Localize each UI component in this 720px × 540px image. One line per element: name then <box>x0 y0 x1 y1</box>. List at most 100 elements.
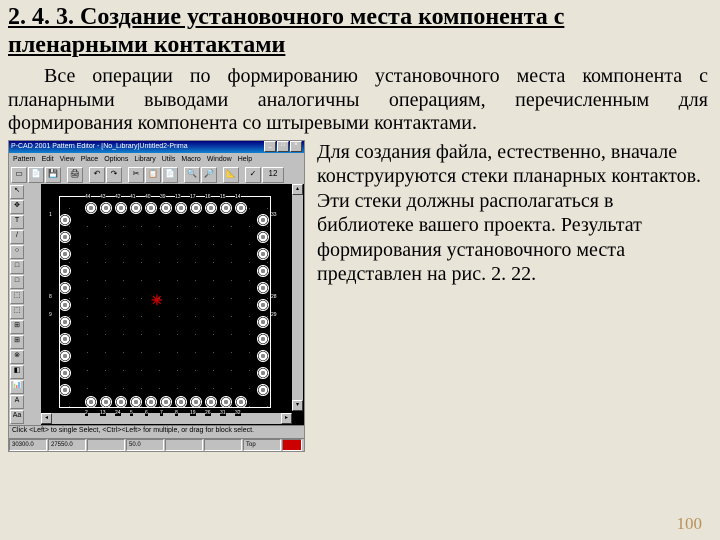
toolbar-btn-14[interactable]: 🔎 <box>201 167 217 183</box>
menu-view[interactable]: View <box>60 156 75 163</box>
status-box-4 <box>165 439 203 451</box>
pad[interactable] <box>257 384 269 396</box>
scrollbar-horizontal[interactable]: ◂ ▸ <box>41 413 292 424</box>
pad[interactable] <box>59 384 71 396</box>
menu-macro[interactable]: Macro <box>181 156 200 163</box>
pad[interactable] <box>59 316 71 328</box>
pad[interactable] <box>145 396 157 408</box>
pad[interactable] <box>160 396 172 408</box>
pad[interactable] <box>190 396 202 408</box>
pad[interactable] <box>145 202 157 214</box>
toolbar-btn-10[interactable]: 📋 <box>145 167 161 183</box>
pad[interactable] <box>130 396 142 408</box>
tool-7[interactable]: ⬚ <box>10 290 24 304</box>
pad[interactable] <box>160 202 172 214</box>
tool-12[interactable]: ◧ <box>10 365 24 379</box>
pad[interactable] <box>59 282 71 294</box>
canvas[interactable]: ▴ ▾ ◂ ▸ 44434241403913171615142132456781… <box>41 184 304 425</box>
close-icon[interactable]: × <box>290 141 302 152</box>
menu-options[interactable]: Options <box>104 156 128 163</box>
tool-15[interactable]: Aa <box>10 410 24 424</box>
toolbar-btn-15 <box>218 168 222 182</box>
toolbar-btn-11[interactable]: 📄 <box>162 167 178 183</box>
pad[interactable] <box>59 350 71 362</box>
pad[interactable] <box>257 333 269 345</box>
tool-1[interactable]: ✥ <box>10 200 24 214</box>
tool-10[interactable]: ⊞ <box>10 335 24 349</box>
pad[interactable] <box>257 350 269 362</box>
pad[interactable] <box>175 396 187 408</box>
tool-9[interactable]: ⊞ <box>10 320 24 334</box>
toolbar-btn-19[interactable]: 12 <box>262 167 284 183</box>
pad[interactable] <box>257 299 269 311</box>
toolbar-btn-6[interactable]: ↶ <box>89 167 105 183</box>
menu-window[interactable]: Window <box>207 156 232 163</box>
minimize-icon[interactable]: _ <box>264 141 276 152</box>
pad[interactable] <box>59 265 71 277</box>
pad[interactable] <box>257 316 269 328</box>
pad[interactable] <box>257 214 269 226</box>
pad[interactable] <box>205 202 217 214</box>
pad[interactable] <box>130 202 142 214</box>
menu-place[interactable]: Place <box>81 156 99 163</box>
pad[interactable] <box>257 248 269 260</box>
scrollbar-vertical[interactable]: ▴ ▾ <box>292 184 303 411</box>
pad[interactable] <box>190 202 202 214</box>
toolbar-btn-1[interactable]: 📄 <box>28 167 44 183</box>
menubar: Pattern Edit View Place Options Library Utils M… <box>9 153 304 166</box>
pad[interactable] <box>175 202 187 214</box>
tool-0[interactable]: ↖ <box>10 185 24 199</box>
pad[interactable] <box>115 396 127 408</box>
tool-11[interactable]: ⊗ <box>10 350 24 364</box>
toolbar-btn-13[interactable]: 🔍 <box>184 167 200 183</box>
tool-5[interactable]: □ <box>10 260 24 274</box>
menu-edit[interactable]: Edit <box>42 156 54 163</box>
pad[interactable] <box>59 231 71 243</box>
toolbar-btn-18[interactable]: ✓ <box>245 167 261 183</box>
pad[interactable] <box>115 202 127 214</box>
pad[interactable] <box>257 282 269 294</box>
toolbar-btn-4[interactable]: 🖨 <box>67 167 83 183</box>
menu-pattern[interactable]: Pattern <box>13 156 36 163</box>
toolbar-btn-16[interactable]: 📐 <box>223 167 239 183</box>
pad-label: 7 <box>160 410 163 416</box>
toolbar-btn-0[interactable]: ▭ <box>11 167 27 183</box>
tool-6[interactable]: □ <box>10 275 24 289</box>
tool-4[interactable]: ○ <box>10 245 24 259</box>
tool-13[interactable]: 📊 <box>10 380 24 394</box>
pad[interactable] <box>257 367 269 379</box>
status-color[interactable] <box>282 439 302 451</box>
pad[interactable] <box>59 367 71 379</box>
pad[interactable] <box>220 396 232 408</box>
pad[interactable] <box>85 396 97 408</box>
section-title: 2. 4. 3. Создание установочного места ко… <box>8 4 708 59</box>
pad[interactable] <box>59 333 71 345</box>
pad[interactable] <box>59 214 71 226</box>
toolbar-btn-2[interactable]: 💾 <box>45 167 61 183</box>
pad[interactable] <box>100 202 112 214</box>
pad[interactable] <box>235 202 247 214</box>
tool-14[interactable]: A <box>10 395 24 409</box>
menu-utils[interactable]: Utils <box>162 156 176 163</box>
pad[interactable] <box>59 248 71 260</box>
pad-label: 44 <box>85 194 91 200</box>
pad[interactable] <box>85 202 97 214</box>
pad[interactable] <box>205 396 217 408</box>
pad[interactable] <box>235 396 247 408</box>
toolbar-btn-9[interactable]: ✂ <box>128 167 144 183</box>
pad[interactable] <box>59 299 71 311</box>
pad-label: 39 <box>160 194 166 200</box>
menu-library[interactable]: Library <box>134 156 155 163</box>
tool-2[interactable]: T <box>10 215 24 229</box>
pad[interactable] <box>100 396 112 408</box>
pad[interactable] <box>257 265 269 277</box>
toolbar-btn-17 <box>240 168 244 182</box>
pad[interactable] <box>257 231 269 243</box>
tool-3[interactable]: / <box>10 230 24 244</box>
pad[interactable] <box>220 202 232 214</box>
toolbar-btn-7[interactable]: ↷ <box>106 167 122 183</box>
maximize-icon[interactable]: □ <box>277 141 289 152</box>
pad-label: 28 <box>271 294 277 300</box>
tool-8[interactable]: ⬚ <box>10 305 24 319</box>
menu-help[interactable]: Help <box>238 156 252 163</box>
